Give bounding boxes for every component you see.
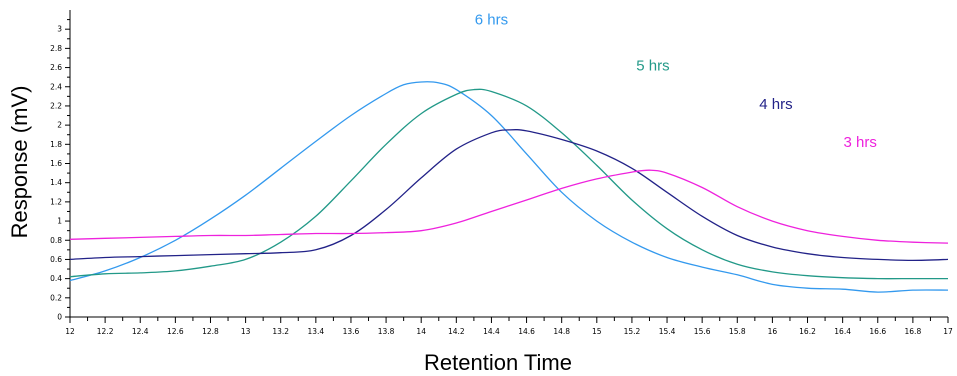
x-tick-label: 14.4 (483, 327, 500, 336)
y-tick-label: 0.2 (50, 293, 62, 302)
y-tick-label: 1 (57, 217, 62, 226)
x-tick-label: 14 (416, 327, 426, 336)
series-line-3-hrs (69, 169, 949, 244)
x-tick-label: 15.4 (659, 327, 676, 336)
x-tick-label: 13.4 (307, 327, 324, 336)
x-tick-label: 15.2 (624, 327, 641, 336)
series-line-4-hrs (69, 129, 949, 262)
x-tick-label: 12 (65, 327, 75, 336)
x-tick-label: 16.2 (799, 327, 816, 336)
y-tick-label: 1.2 (50, 197, 62, 206)
x-tick-label: 12.8 (202, 327, 219, 336)
y-tick-label: 1.6 (50, 159, 62, 168)
x-tick-label: 14.6 (518, 327, 535, 336)
x-tick-label: 14.8 (553, 327, 570, 336)
x-tick-label: 14.2 (448, 327, 465, 336)
y-tick-label: 2.6 (50, 63, 62, 72)
series-line-5-hrs (69, 88, 948, 280)
x-tick-label: 13.8 (378, 327, 395, 336)
x-tick-label: 16.4 (834, 327, 851, 336)
x-tick-label: 13.2 (272, 327, 289, 336)
y-axis-ticks: 0 0.2 0.4 0.6 0.8 1 1.2 1.4 1.6 1.8 2 2.2 2.4 2.6 2.8 3 (50, 19, 70, 322)
y-tick-label: 1.8 (50, 140, 62, 149)
y-tick-label: 0.4 (50, 274, 62, 283)
x-tick-label: 13 (241, 327, 251, 336)
y-tick-label: 0.6 (50, 255, 62, 264)
x-tick-label: 16.8 (905, 327, 922, 336)
y-tick-label: 0.8 (50, 236, 62, 245)
x-tick-label: 15.6 (694, 327, 711, 336)
series-label-4-hrs: 4 hrs (759, 96, 792, 113)
y-tick-label: 2.8 (50, 44, 62, 53)
x-tick-label: 17 (943, 327, 953, 336)
x-tick-label: 16 (768, 327, 778, 336)
series-label-6-hrs: 6 hrs (475, 11, 508, 28)
y-tick-label: 2.2 (50, 101, 62, 110)
x-axis-ticks: 12 12.2 12.4 12.6 12.8 13 13.2 13.4 13.6 13.8 14 14… (65, 317, 953, 336)
series-labels: 6 hrs 5 hrs 4 hrs 3 hrs (475, 11, 877, 151)
x-tick-label: 16.6 (869, 327, 886, 336)
y-tick-label: 1.4 (50, 178, 62, 187)
y-axis-title: Response (mV) (7, 86, 32, 239)
series-label-3-hrs: 3 hrs (844, 134, 877, 151)
x-axis-title: Retention Time (424, 350, 572, 375)
x-tick-label: 12.6 (167, 327, 184, 336)
series-lines (69, 81, 949, 293)
y-tick-label: 0 (57, 313, 62, 322)
series-label-5-hrs: 5 hrs (636, 57, 669, 74)
x-tick-label: 13.6 (343, 327, 360, 336)
x-tick-label: 12.2 (97, 327, 114, 336)
x-tick-label: 15 (592, 327, 602, 336)
x-tick-label: 15.8 (729, 327, 746, 336)
y-tick-label: 2.4 (50, 82, 62, 91)
series-line-6-hrs (69, 81, 949, 293)
x-tick-label: 12.4 (132, 327, 149, 336)
y-tick-label: 3 (57, 25, 62, 34)
y-tick-label: 2 (57, 121, 62, 130)
